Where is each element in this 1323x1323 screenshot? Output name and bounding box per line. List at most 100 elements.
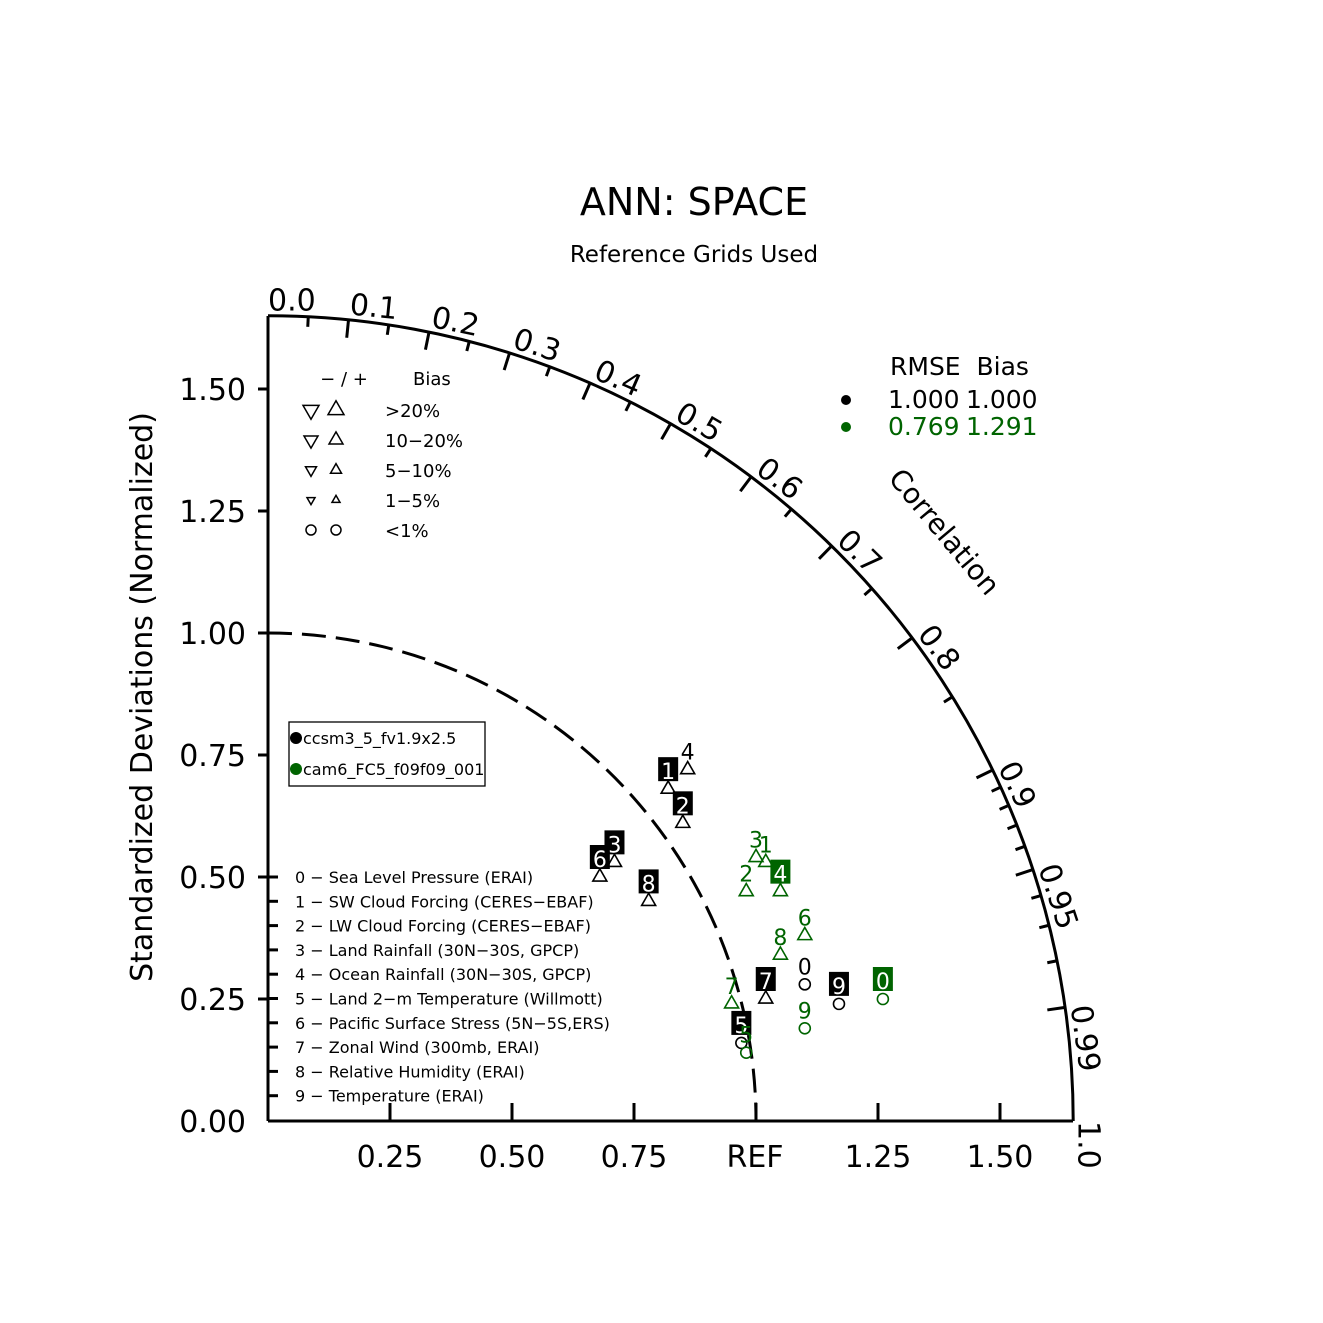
variable-legend-item: 5 − Land 2−m Temperature (Willmott) <box>295 990 603 1009</box>
correlation-major-tick <box>975 768 994 780</box>
case-legend-box <box>288 721 486 787</box>
data-point-label-box <box>828 971 849 996</box>
data-point-marker <box>591 867 609 882</box>
data-point-marker <box>640 891 658 907</box>
y-tick-labels: 0.00 0.25 0.50 0.75 1.00 1.25 1.50 <box>179 373 246 1140</box>
correlation-tick-label: 0.8 <box>910 618 967 677</box>
case-dot-icon <box>290 732 302 744</box>
data-point-label: 0 <box>798 955 812 980</box>
bias-legend-label: 5−10% <box>385 461 452 482</box>
correlation-tick-label: 0.0 <box>268 283 316 318</box>
data-point-label: 6 <box>798 907 812 932</box>
up-triangle-icon <box>326 399 346 416</box>
correlation-tick-label: 0.4 <box>589 353 647 404</box>
correlation-tick-label: 0.7 <box>830 523 889 581</box>
data-point-label: 8 <box>642 872 656 897</box>
case-legend: ccsm3_5_fv1.9x2.5 cam6_FC5_f09f09_001 <box>288 721 486 787</box>
y-tick-label: 0.00 <box>179 1105 246 1140</box>
correlation-tick-label: 0.3 <box>509 322 565 370</box>
data-point-marker <box>757 989 775 1004</box>
data-point-marker <box>739 1046 753 1059</box>
correlation-tick-label: 0.6 <box>750 451 809 508</box>
variable-legend-item: 8 − Relative Humidity (ERAI) <box>295 1062 525 1081</box>
data-point-label-box <box>672 791 693 816</box>
data-point-label-box <box>755 967 776 991</box>
y-tick-label: 0.50 <box>179 861 246 896</box>
y-tick-label: 1.25 <box>179 495 246 530</box>
data-point-label-box <box>731 1010 752 1035</box>
plot-axes <box>266 314 1075 1123</box>
data-point-marker <box>832 997 846 1011</box>
y-tick-label: 0.25 <box>179 983 246 1018</box>
correlation-major-tick <box>502 352 511 371</box>
rmse-value: 0.769 <box>888 412 960 441</box>
series-dot-icon <box>841 395 851 405</box>
data-point-marker <box>772 881 789 897</box>
bias-value: 1.000 <box>966 385 1038 414</box>
data-point-label-box <box>770 859 791 884</box>
bias-legend-label: 1−5% <box>385 491 440 512</box>
data-point-label-box <box>589 845 610 869</box>
correlation-minor-tick <box>544 366 552 377</box>
data-point-marker <box>735 1036 748 1050</box>
data-point-label: 2 <box>676 794 690 819</box>
correlation-minor-tick <box>1046 959 1058 965</box>
correlation-major-tick <box>1047 1005 1066 1012</box>
correlation-minor-tick <box>1030 894 1042 900</box>
correlation-minor-tick <box>991 785 1002 793</box>
correlation-arc <box>267 314 1075 1122</box>
rmse-legend-header: RMSE Bias <box>890 352 1029 381</box>
correlation-major-tick <box>423 331 431 351</box>
up-triangle-icon <box>330 493 342 504</box>
correlation-major-tick <box>581 382 592 401</box>
chart-title: ANN: SPACE <box>580 180 808 224</box>
bias-legend: − / + Bias >20% 10−20% 5−10% 1−5% <1% <box>301 369 463 542</box>
bias-value: 1.291 <box>966 412 1038 441</box>
y-axis-label: Standardized Deviations (Normalized) <box>125 412 160 982</box>
data-point-marker <box>723 994 740 1009</box>
axis-ticks <box>258 316 1066 1121</box>
x-tick-labels: REF 0.25 0.50 0.75 1.25 1.50 <box>357 1140 1034 1175</box>
x-tick-label: 0.50 <box>479 1140 546 1175</box>
data-point-label: 3 <box>749 828 763 853</box>
correlation-major-tick <box>1015 868 1034 877</box>
y-tick-label: 1.50 <box>179 373 246 408</box>
variable-legend-item: 1 − SW Cloud Forcing (CERES−EBAF) <box>295 892 594 911</box>
bias-legend-sign-header: − / + <box>320 369 368 390</box>
bias-legend-label: >20% <box>385 401 440 422</box>
down-triangle-icon <box>301 404 321 421</box>
correlation-major-tick <box>345 319 351 338</box>
down-triangle-icon <box>302 435 320 450</box>
y-tick-label: 0.75 <box>179 739 246 774</box>
data-point-label: 2 <box>739 863 753 888</box>
data-point-marker <box>796 925 814 941</box>
data-point-label-box <box>638 869 659 894</box>
correlation-minor-tick <box>1006 823 1018 831</box>
data-point-marker <box>674 813 692 829</box>
correlation-minor-tick <box>783 508 793 518</box>
correlation-minor-tick <box>1038 923 1050 930</box>
data-point-label: 5 <box>739 1024 753 1049</box>
correlation-minor-tick <box>306 316 310 327</box>
data-point-label: 0 <box>876 970 890 995</box>
correlation-minor-tick <box>1014 844 1026 852</box>
data-point-marker <box>798 978 812 991</box>
variable-legend: 0 − Sea Level Pressure (ERAI) 1 − SW Clou… <box>268 868 610 1106</box>
x-tick-label: 0.75 <box>601 1140 668 1175</box>
reference-std-arc <box>267 631 758 1122</box>
correlation-minor-tick <box>704 447 713 458</box>
correlation-label: Correlation <box>882 462 1007 601</box>
data-point-marker <box>659 779 677 795</box>
data-point-label: 1 <box>759 833 773 858</box>
circle-icon <box>330 524 342 536</box>
x-tick-label: 1.50 <box>967 1140 1034 1175</box>
y-tick-label: 1.00 <box>179 617 246 652</box>
correlation-major-tick <box>896 636 914 650</box>
ref-tick-label: REF <box>726 1140 783 1175</box>
correlation-tick-label: 0.99 <box>1063 1003 1107 1074</box>
bias-legend-label: <1% <box>385 521 429 542</box>
data-point-marker <box>606 852 623 868</box>
correlation-major-tick <box>739 475 753 493</box>
data-point-marker <box>737 881 755 897</box>
